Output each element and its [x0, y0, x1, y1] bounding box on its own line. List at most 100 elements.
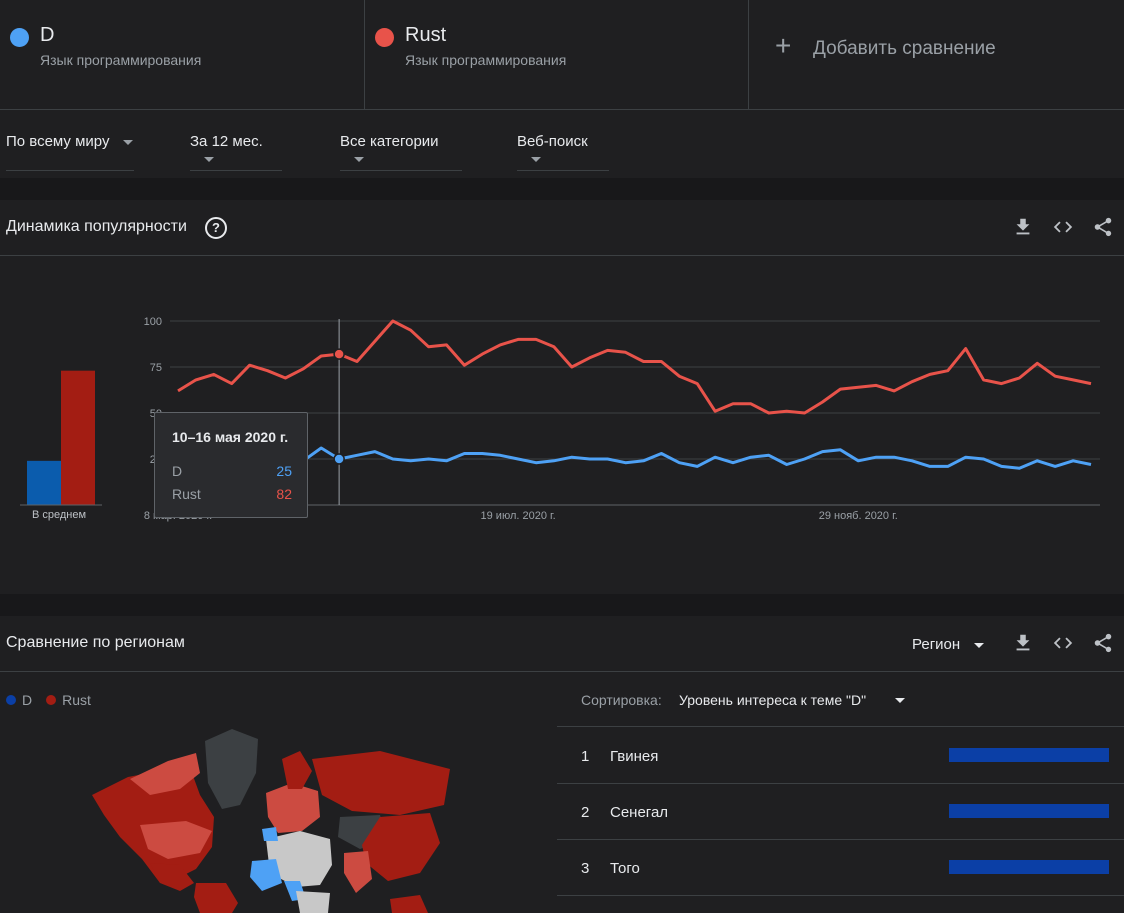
region-rank: 3	[581, 860, 590, 877]
map-legend: D Rust	[6, 692, 91, 708]
map-region-north-africa[interactable]	[266, 831, 332, 887]
sort-label: Сортировка:	[581, 692, 662, 708]
add-compare-label: Добавить сравнение	[813, 38, 996, 59]
map-region-mexico[interactable]	[150, 863, 194, 891]
chevron-down-icon	[123, 139, 134, 145]
download-icon[interactable]	[1012, 216, 1034, 238]
region-interest-bar	[949, 748, 1109, 762]
map-region-south-america[interactable]	[194, 883, 238, 913]
region-rank: 1	[581, 748, 590, 765]
series-line-d	[177, 446, 1092, 470]
region-filter-label: По всему миру	[6, 133, 110, 150]
tooltip-date: 10–16 мая 2020 г.	[172, 429, 289, 445]
map-region-canada[interactable]	[130, 753, 200, 795]
region-interest-bar	[949, 860, 1109, 874]
interest-header: Динамика популярности ?	[0, 200, 1124, 256]
term-card-rust[interactable]: Rust Язык программирования	[365, 0, 749, 110]
sort-dropdown[interactable]: Уровень интереса к теме "D"	[679, 692, 867, 708]
map-region-west-africa-d[interactable]	[250, 859, 282, 891]
interest-chart[interactable]: 1007550258 мар. 2020 г.19 июл. 2020 г.29…	[0, 300, 1124, 530]
sort-row: Сортировка: Уровень интереса к теме "D"	[557, 672, 1124, 727]
period-filter-label: За 12 мес.	[190, 133, 263, 150]
average-bar-rust	[61, 370, 95, 505]
map-region-scandinavia[interactable]	[282, 751, 312, 789]
x-tick-label: 19 июл. 2020 г.	[481, 510, 556, 522]
period-filter[interactable]: За 12 мес.	[190, 133, 282, 171]
category-filter-label: Все категории	[340, 133, 439, 150]
highlight-point-d	[333, 453, 345, 465]
chevron-down-icon	[354, 156, 364, 162]
embed-code-icon[interactable]	[1052, 216, 1074, 238]
add-compare-button[interactable]: + Добавить сравнение	[749, 0, 1124, 109]
embed-code-icon[interactable]	[1052, 632, 1074, 654]
map-region-greenland[interactable]	[205, 729, 258, 809]
download-icon[interactable]	[1012, 632, 1034, 654]
average-label: В среднем	[32, 509, 87, 521]
section-title: Динамика популярности	[6, 218, 187, 235]
interest-over-time-section: Динамика популярности ?	[0, 200, 1124, 594]
region-name: Того	[610, 860, 640, 877]
section-divider	[0, 178, 1124, 200]
term-color-dot	[375, 28, 394, 47]
tooltip-term: D	[172, 463, 183, 479]
term-subtitle: Язык программирования	[40, 52, 202, 68]
region-filter[interactable]: По всему миру	[6, 133, 134, 171]
share-icon[interactable]	[1092, 632, 1114, 654]
term-subtitle: Язык программирования	[405, 52, 567, 68]
map-region-asia[interactable]	[362, 813, 440, 881]
compare-bar: D Язык программирования Rust Язык програ…	[0, 0, 1124, 110]
y-tick-label: 75	[150, 362, 162, 374]
x-tick-label: 29 нояб. 2020 г.	[819, 510, 898, 522]
chevron-down-icon[interactable]	[895, 698, 905, 703]
region-interest-bar	[949, 804, 1109, 818]
tooltip-value: 25	[276, 463, 292, 479]
term-name: D	[40, 24, 55, 46]
header-actions	[1012, 632, 1114, 654]
region-rank: 2	[581, 804, 590, 821]
legend-label-d: D	[22, 692, 33, 708]
section-divider	[0, 594, 1124, 616]
region-name: Гвинея	[610, 748, 659, 765]
tooltip-row-rust: Rust 82	[172, 486, 292, 502]
search-type-filter[interactable]: Веб-поиск	[517, 133, 609, 171]
filter-row: По всему миру За 12 мес. Все категории В…	[0, 111, 1124, 177]
plus-icon: +	[775, 30, 792, 61]
search-type-filter-label: Веб-поиск	[517, 133, 588, 150]
term-name: Rust	[405, 24, 447, 46]
list-item[interactable]: 2 Сенегал	[557, 784, 1124, 840]
chart-tooltip: 10–16 мая 2020 г. D 25 Rust 82	[154, 412, 308, 518]
section-title: Сравнение по регионам	[6, 634, 185, 651]
region-header: Сравнение по регионам	[0, 616, 1124, 672]
map-region-oceania[interactable]	[390, 895, 428, 913]
share-icon[interactable]	[1092, 216, 1114, 238]
map-region-russia[interactable]	[312, 751, 450, 815]
world-map[interactable]	[0, 713, 540, 913]
map-region-morocco-d[interactable]	[262, 827, 278, 841]
chevron-down-icon	[204, 156, 214, 162]
tooltip-term: Rust	[172, 486, 201, 502]
term-card-d[interactable]: D Язык программирования	[0, 0, 365, 110]
map-region-south-africa[interactable]	[296, 891, 330, 913]
help-icon[interactable]: ?	[205, 217, 227, 239]
tooltip-value: 82	[276, 486, 292, 502]
map-region-europe[interactable]	[266, 783, 320, 833]
term-color-dot	[10, 28, 29, 47]
region-level-dropdown[interactable]: Регион	[912, 636, 985, 653]
chevron-down-icon	[974, 642, 985, 648]
legend-dot-d	[6, 695, 16, 705]
region-level-label: Регион	[912, 636, 961, 653]
highlight-point-rust	[333, 348, 345, 360]
tooltip-row-d: D 25	[172, 463, 292, 479]
list-item[interactable]: 1 Гвинея	[557, 728, 1124, 784]
series-line-rust	[177, 319, 1092, 415]
region-name: Сенегал	[610, 804, 669, 821]
map-region-india[interactable]	[344, 851, 372, 893]
header-actions	[1012, 216, 1114, 238]
legend-label-rust: Rust	[62, 692, 91, 708]
chevron-down-icon	[531, 156, 541, 162]
y-tick-label: 100	[144, 316, 162, 328]
map-region-usa[interactable]	[140, 821, 212, 859]
list-item[interactable]: 3 Того	[557, 840, 1124, 896]
category-filter[interactable]: Все категории	[340, 133, 462, 171]
average-bar-d	[27, 460, 61, 505]
